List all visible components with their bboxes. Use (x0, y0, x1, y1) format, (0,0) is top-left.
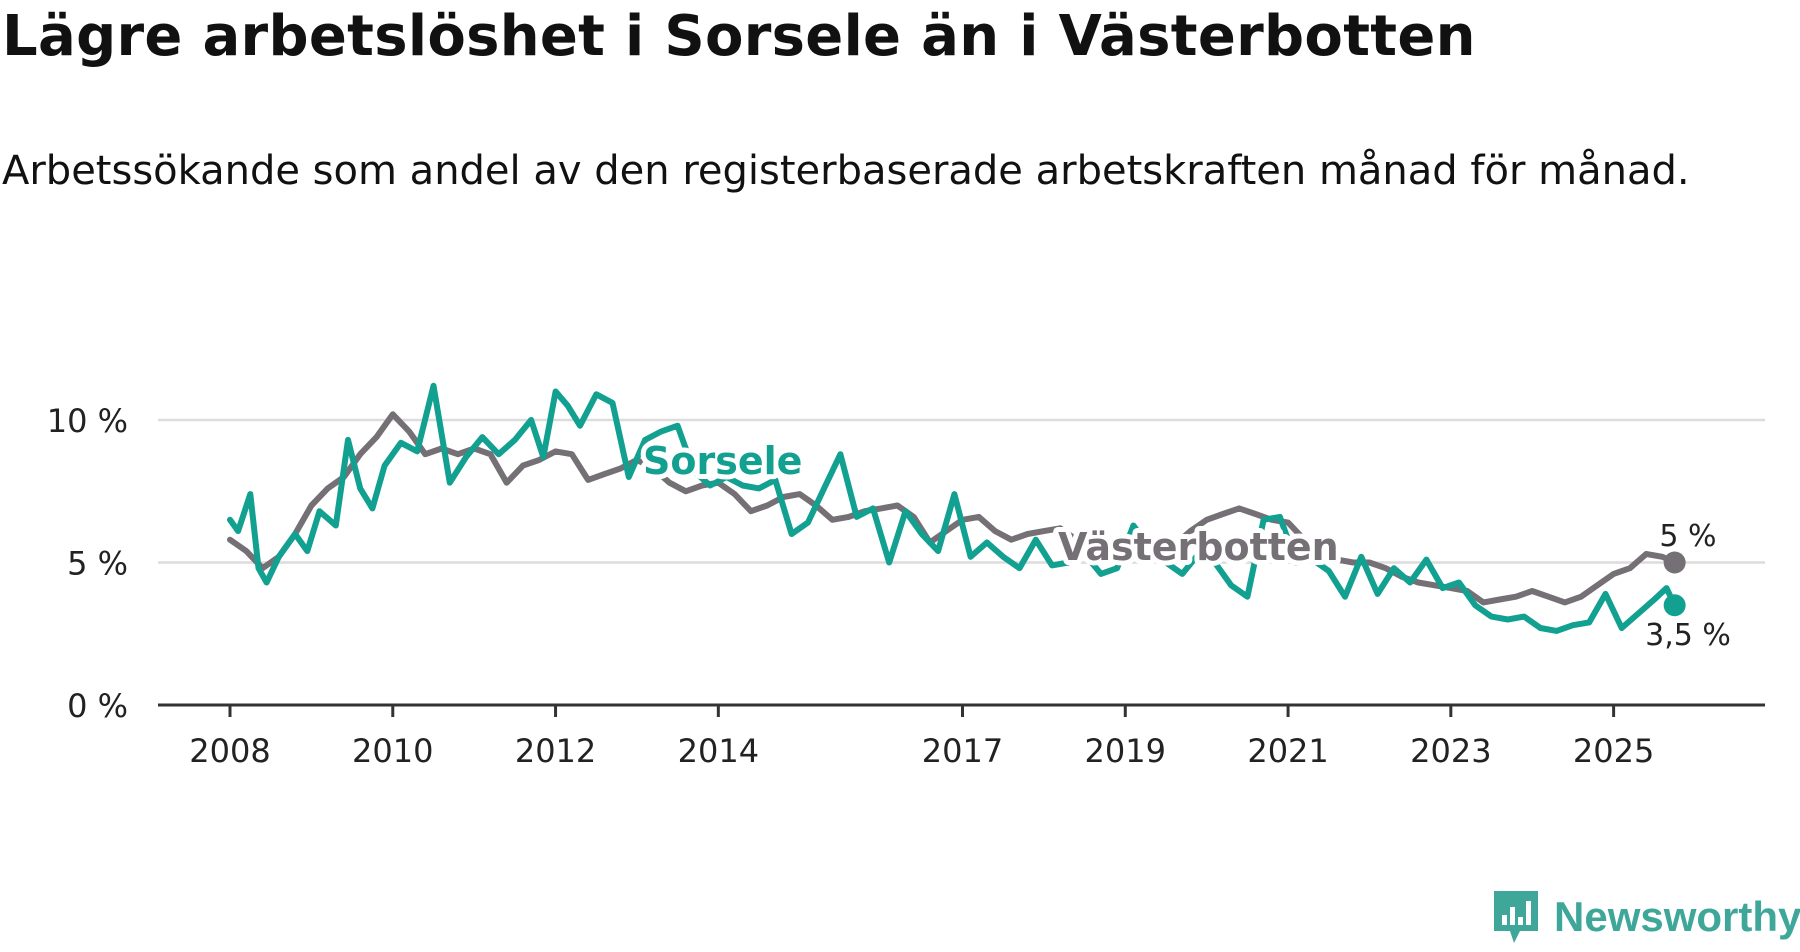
brand-logo: Newsworthy (1490, 882, 1800, 952)
y-tick-label: 10 % (47, 402, 128, 440)
series-line-sorsele (227, 382, 1678, 634)
labels: 0 % 5 % 10 % 2008 2010 2012 2014 2017 2019 2021 20… (47, 402, 1736, 770)
x-tick-label: 2019 (1085, 732, 1166, 770)
newsworthy-logo-icon (1494, 891, 1538, 943)
x-tick-label: 2025 (1573, 732, 1654, 770)
end-label-vasterbotten: 5 % (1659, 519, 1716, 554)
x-axis (158, 703, 1765, 717)
chart-subtitle: Arbetssökande som andel av den registerb… (2, 148, 1690, 194)
x-tick-label: 2021 (1247, 732, 1328, 770)
y-tick-label: 5 % (67, 545, 128, 583)
end-label-sorsele: 3,5 % (1645, 618, 1731, 653)
series-label-sorsele: Sorsele (643, 439, 802, 483)
y-tick-label: 0 % (67, 687, 128, 725)
x-tick-label: 2014 (678, 732, 759, 770)
series-label-vasterbotten: Västerbotten (1058, 525, 1339, 569)
x-tick-label: 2008 (189, 732, 270, 770)
end-label-vasterbotten-halo: 5 % (1659, 519, 1716, 554)
series-lines (227, 382, 1686, 634)
series-label-vasterbotten-halo: Västerbotten (1058, 525, 1339, 569)
x-tick-label: 2012 (515, 732, 596, 770)
end-point-sorsele (1663, 594, 1686, 617)
chart-title: Lägre arbetslöshet i Sorsele än i Väster… (2, 4, 1476, 69)
series-label-sorsele-halo: Sorsele (643, 439, 802, 483)
end-point-vasterbotten (1663, 551, 1686, 574)
x-tick-label: 2017 (922, 732, 1003, 770)
end-label-sorsele-halo: 3,5 % (1645, 618, 1731, 653)
brand-name: Newsworthy (1554, 893, 1800, 940)
x-tick-label: 2010 (352, 732, 433, 770)
x-tick-label: 2023 (1410, 732, 1491, 770)
